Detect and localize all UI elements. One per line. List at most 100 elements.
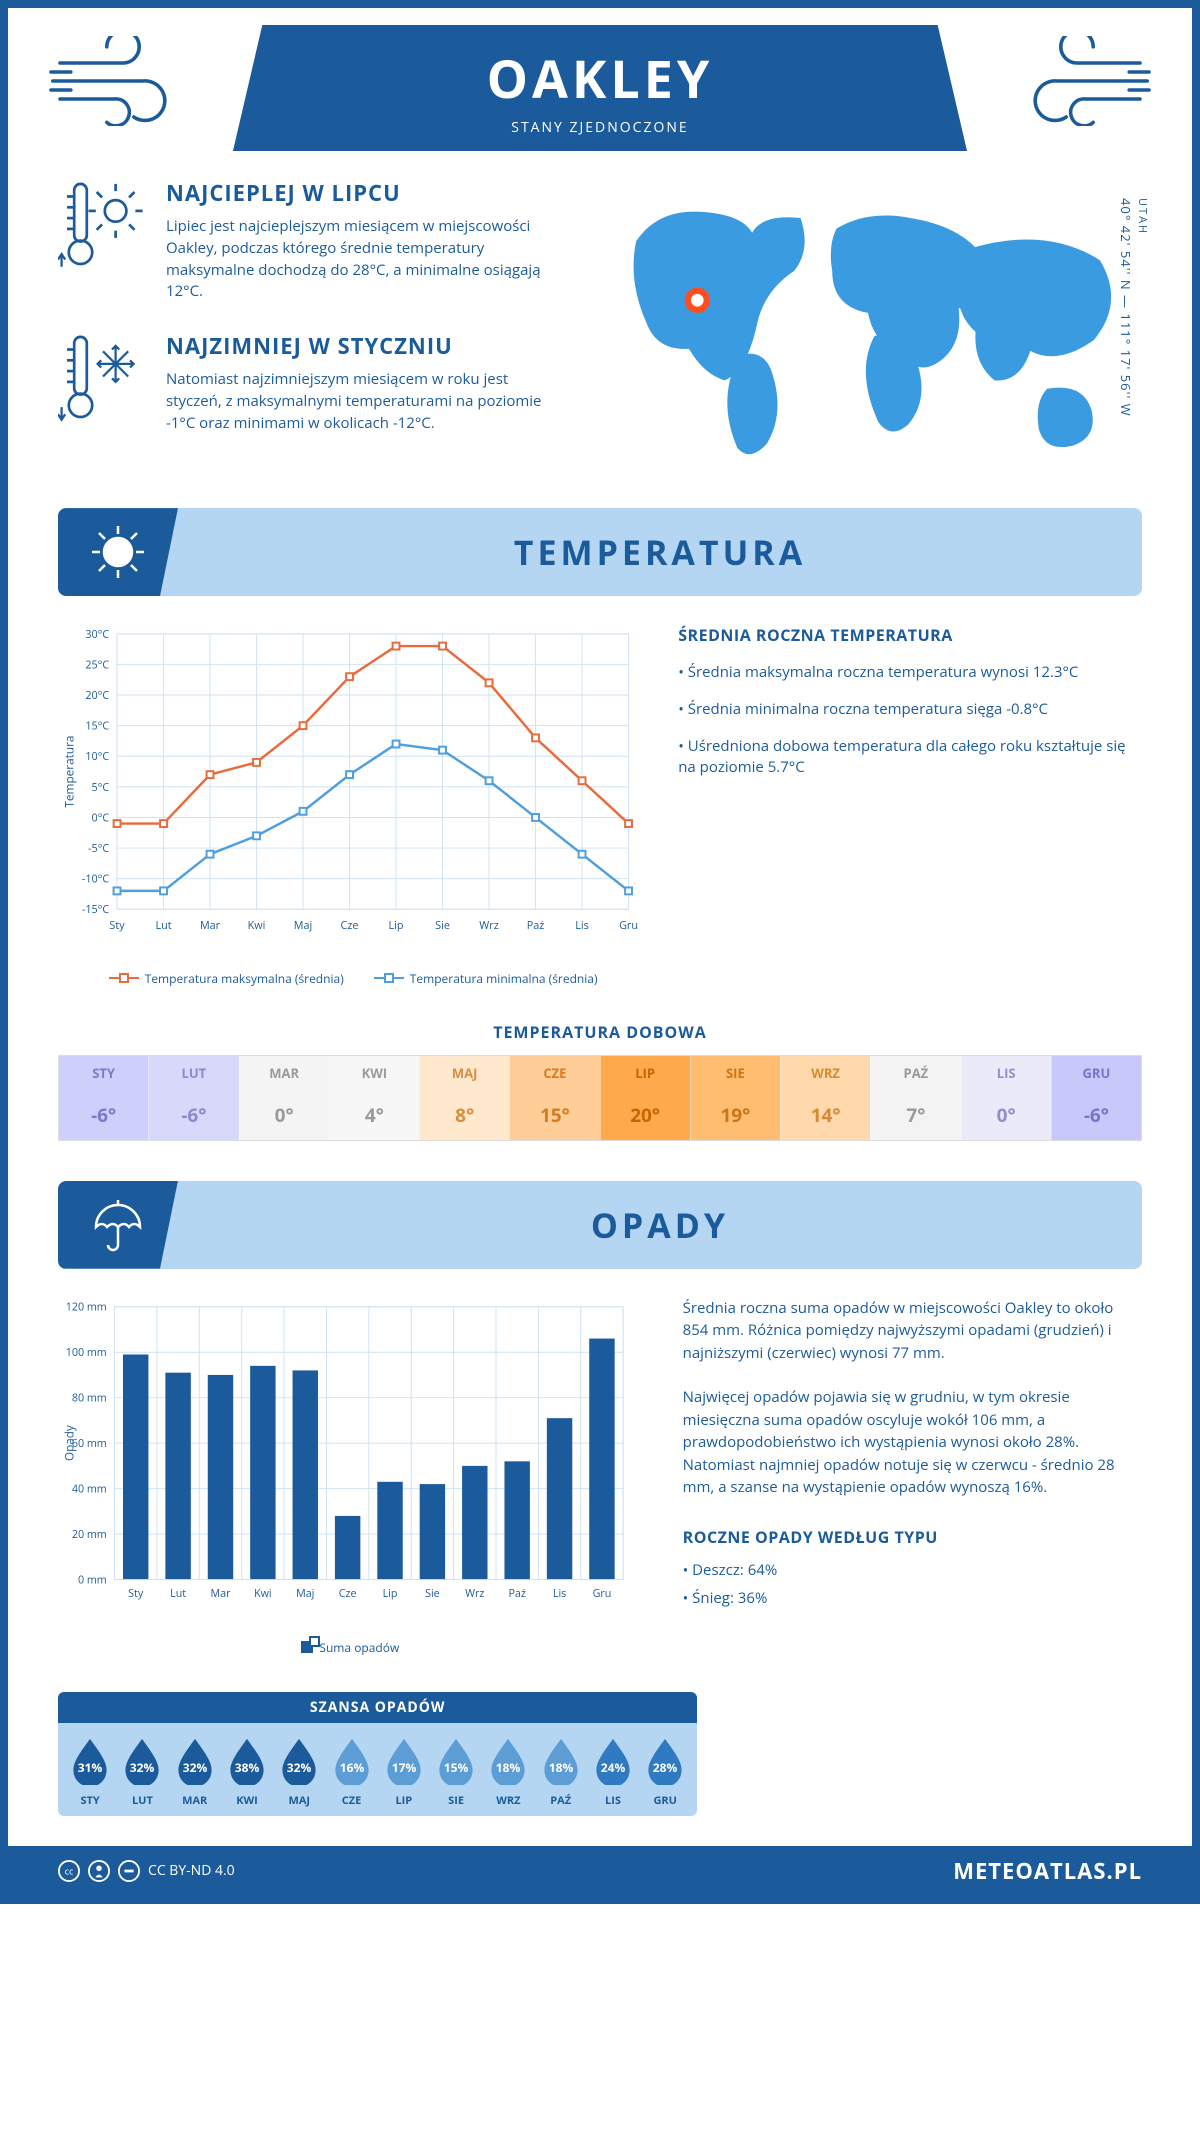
svg-text:-10°C: -10°C [82, 872, 109, 887]
precip-legend-label: Suma opadów [319, 1639, 399, 1656]
daily-temp-title: TEMPERATURA DOBOWA [8, 1021, 1192, 1043]
chance-drop: 31% STY [64, 1737, 116, 1808]
coldest-block: NAJZIMNIEJ W STYCZNIU Natomiast najzimni… [58, 331, 564, 436]
daily-temp-col: LIS0° [961, 1056, 1051, 1140]
svg-text:15%: 15% [444, 1759, 469, 1776]
license-text: CC BY-ND 4.0 [148, 1861, 235, 1880]
svg-text:32%: 32% [287, 1759, 312, 1776]
daily-temp-col: MAJ8° [419, 1056, 509, 1140]
svg-text:Mar: Mar [200, 918, 221, 933]
svg-text:40 mm: 40 mm [72, 1482, 107, 1496]
precip-title: OPADY [178, 1202, 1142, 1248]
svg-text:25°C: 25°C [85, 657, 109, 672]
svg-text:30°C: 30°C [85, 627, 109, 642]
license: cc CC BY-ND 4.0 [58, 1860, 235, 1882]
temperature-bullet: Średnia minimalna roczna temperatura się… [678, 699, 1142, 720]
svg-text:18%: 18% [496, 1759, 521, 1776]
precip-type-item: • Deszcz: 64% [683, 1559, 1142, 1582]
svg-text:Temperatura: Temperatura [62, 736, 78, 808]
svg-text:Sty: Sty [128, 1587, 144, 1601]
intro-section: NAJCIEPLEJ W LIPCU Lipiec jest najcieple… [8, 168, 1192, 508]
wind-icon [48, 36, 198, 131]
daily-temp-col: SIE19° [690, 1056, 780, 1140]
svg-text:32%: 32% [182, 1759, 207, 1776]
daily-temp-col: GRU-6° [1051, 1056, 1141, 1140]
svg-text:Opady: Opady [63, 1425, 78, 1461]
daily-temp-col: KWI4° [329, 1056, 419, 1140]
svg-text:Gru: Gru [593, 1587, 612, 1601]
temperature-bullet: Średnia maksymalna roczna temperatura wy… [678, 662, 1142, 683]
svg-text:Kwi: Kwi [254, 1587, 272, 1601]
chance-drop: 18% WRZ [482, 1737, 534, 1808]
svg-text:16%: 16% [339, 1759, 364, 1776]
svg-text:0°C: 0°C [92, 811, 110, 826]
svg-text:Lis: Lis [575, 918, 589, 933]
chance-drop: 15% SIE [430, 1737, 482, 1808]
chance-drop: 24% LIS [587, 1737, 639, 1808]
svg-text:17%: 17% [392, 1759, 417, 1776]
chance-drop: 38% KWI [221, 1737, 273, 1808]
title-bar: OAKLEY STANY ZJEDNOCZONE [8, 8, 1192, 168]
daily-temp-col: MAR0° [239, 1056, 329, 1140]
svg-text:Cze: Cze [339, 1587, 357, 1601]
legend-item: Temperatura maksymalna (średnia) [109, 970, 344, 987]
precip-type-title: ROCZNE OPADY WEDŁUG TYPU [683, 1525, 1142, 1549]
title-ribbon: OAKLEY STANY ZJEDNOCZONE [233, 25, 967, 151]
svg-text:Sie: Sie [425, 1587, 440, 1601]
warmest-title: NAJCIEPLEJ W LIPCU [166, 178, 564, 208]
coordinates: UTAH 40° 42' 54'' N — 111° 17' 56'' W [1117, 198, 1150, 417]
chance-drop: 28% GRU [639, 1737, 691, 1808]
daily-temp-col: STY-6° [59, 1056, 148, 1140]
svg-text:Maj: Maj [296, 1587, 314, 1601]
svg-text:Mar: Mar [211, 1587, 232, 1601]
chance-drop: 32% LUT [116, 1737, 168, 1808]
svg-text:10°C: 10°C [85, 749, 109, 764]
chance-drop: 18% PAŹ [535, 1737, 587, 1808]
daily-temp-col: PAŹ7° [870, 1056, 960, 1140]
svg-text:5°C: 5°C [92, 780, 110, 795]
svg-text:cc: cc [65, 1865, 74, 1878]
warmest-text: Lipiec jest najcieplejszym miesiącem w m… [166, 216, 564, 303]
svg-text:Lip: Lip [383, 1587, 398, 1601]
svg-text:15°C: 15°C [85, 719, 109, 734]
svg-text:Lut: Lut [155, 918, 171, 933]
footer: cc CC BY-ND 4.0 METEOATLAS.PL [8, 1846, 1192, 1896]
coldest-title: NAJZIMNIEJ W STYCZNIU [166, 331, 564, 361]
precip-text-2: Najwięcej opadów pojawia się w grudniu, … [683, 1386, 1142, 1499]
svg-text:80 mm: 80 mm [72, 1391, 107, 1405]
warmest-block: NAJCIEPLEJ W LIPCU Lipiec jest najcieple… [58, 178, 564, 303]
svg-text:-5°C: -5°C [88, 841, 109, 856]
temperature-chart: -15°C-10°C-5°C0°C5°C10°C15°C20°C25°C30°C… [58, 624, 648, 986]
legend-item: Temperatura minimalna (średnia) [374, 970, 598, 987]
svg-text:Paź: Paź [527, 918, 545, 933]
precip-legend: Suma opadów [58, 1639, 643, 1656]
svg-text:Paź: Paź [508, 1587, 525, 1601]
region-label: UTAH [1135, 198, 1150, 411]
svg-text:120 mm: 120 mm [66, 1300, 107, 1314]
temperature-header: TEMPERATURA [58, 508, 1142, 596]
svg-text:Kwi: Kwi [248, 918, 266, 933]
svg-text:Maj: Maj [294, 918, 312, 933]
svg-text:Wrz: Wrz [479, 918, 498, 933]
svg-text:Sie: Sie [435, 918, 450, 933]
temperature-bullet: Uśredniona dobowa temperatura dla całego… [678, 736, 1142, 778]
wind-icon [1002, 36, 1152, 131]
precip-chance-box: SZANSA OPADÓW 31% STY 32% LUT 32% MAR 38… [58, 1692, 697, 1816]
daily-temp-col: LIP20° [600, 1056, 690, 1140]
umbrella-icon [58, 1181, 178, 1269]
precip-text-1: Średnia roczna suma opadów w miejscowośc… [683, 1297, 1142, 1365]
coldest-text: Natomiast najzimniejszym miesiącem w rok… [166, 369, 564, 434]
daily-temp-table: STY-6°LUT-6°MAR0°KWI4°MAJ8°CZE15°LIP20°S… [58, 1055, 1142, 1141]
svg-text:0 mm: 0 mm [78, 1573, 107, 1587]
thermometer-snow-icon [58, 331, 148, 436]
svg-text:20 mm: 20 mm [72, 1528, 107, 1542]
svg-text:32%: 32% [130, 1759, 155, 1776]
svg-text:24%: 24% [601, 1759, 626, 1776]
svg-text:Wrz: Wrz [465, 1587, 484, 1601]
precip-chart: 0 mm20 mm40 mm60 mm80 mm100 mm120 mmStyL… [58, 1297, 643, 1656]
world-map [594, 178, 1142, 478]
svg-text:Lis: Lis [553, 1587, 566, 1601]
temperature-legend: Temperatura maksymalna (średnia) Tempera… [58, 970, 648, 987]
chance-title: SZANSA OPADÓW [58, 1692, 697, 1723]
thermometer-sun-icon [58, 178, 148, 303]
